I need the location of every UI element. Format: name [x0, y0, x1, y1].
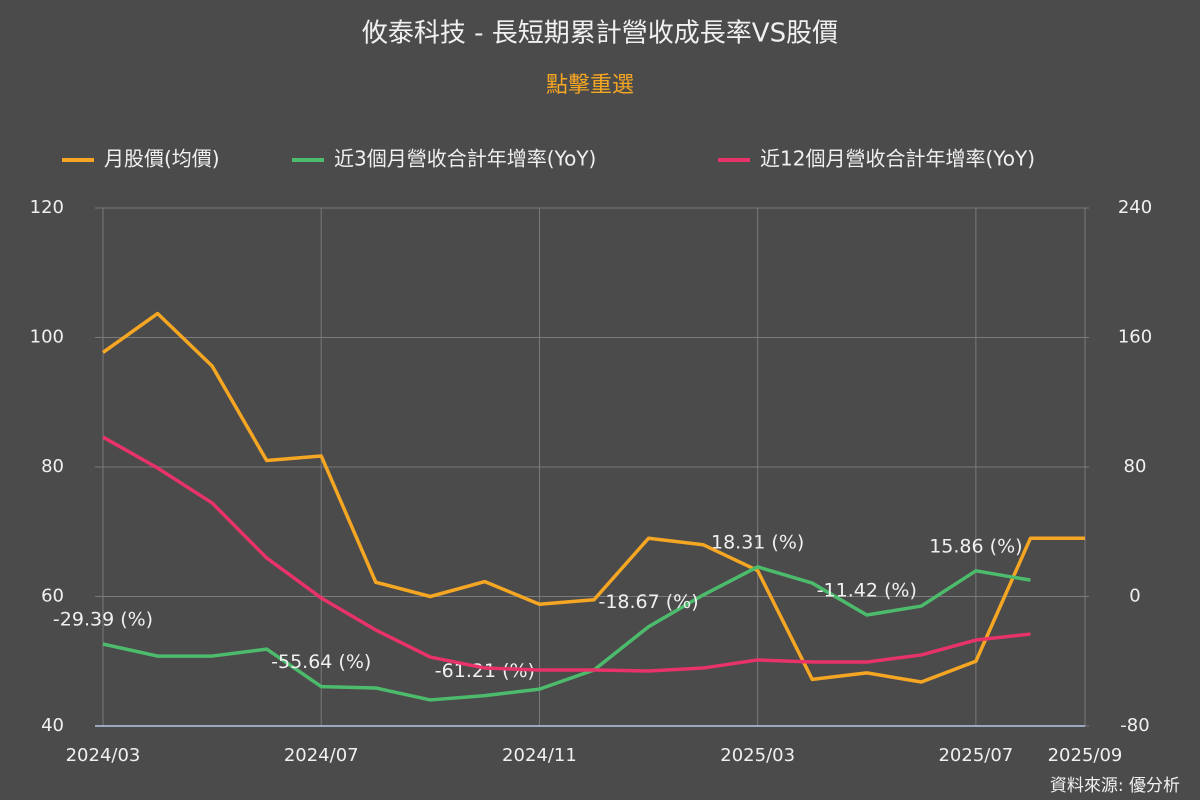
legend-label: 月股價(均價)	[104, 147, 220, 171]
chart-title: 攸泰科技 - 長短期累計營收成長率VS股價	[362, 19, 838, 49]
x-tick-label: 2025/07	[938, 745, 1013, 766]
data-label: -55.64 (%)	[271, 651, 371, 673]
data-label: -18.67 (%)	[598, 591, 698, 613]
x-tick-label: 2025/03	[720, 745, 795, 766]
data-label: 18.31 (%)	[711, 531, 804, 553]
series-line	[102, 435, 1031, 673]
x-tick-label: 2024/07	[284, 745, 359, 766]
y2-tick-label: 80	[1124, 456, 1147, 477]
data-label: -61.21 (%)	[435, 660, 535, 682]
y-tick-label: 40	[41, 715, 64, 736]
data-label: -29.39 (%)	[53, 609, 153, 631]
reselect-link[interactable]: 點擊重選	[546, 73, 634, 98]
y-tick-label: 100	[30, 327, 64, 348]
y2-tick-label: 160	[1118, 327, 1152, 348]
data-label: 15.86 (%)	[929, 535, 1022, 557]
data-label: -11.42 (%)	[817, 579, 917, 601]
y2-tick-label: 0	[1129, 586, 1140, 607]
source: 資料來源: 優分析	[1050, 776, 1180, 796]
series-line	[102, 565, 1031, 702]
y2-tick-label: 240	[1118, 197, 1152, 218]
x-tick-label: 2024/11	[502, 745, 577, 766]
x-tick-label: 2024/03	[66, 745, 141, 766]
y-tick-label: 60	[41, 586, 64, 607]
legend-label: 近3個月營收合計年增率(YoY)	[334, 147, 596, 171]
legend-label: 近12個月營收合計年增率(YoY)	[760, 147, 1035, 171]
y-tick-label: 80	[41, 456, 64, 477]
y2-tick-label: -80	[1120, 715, 1149, 736]
y-tick-label: 120	[30, 197, 64, 218]
x-tick-label: 2025/09	[1048, 745, 1123, 766]
series-line	[101, 311, 1085, 684]
